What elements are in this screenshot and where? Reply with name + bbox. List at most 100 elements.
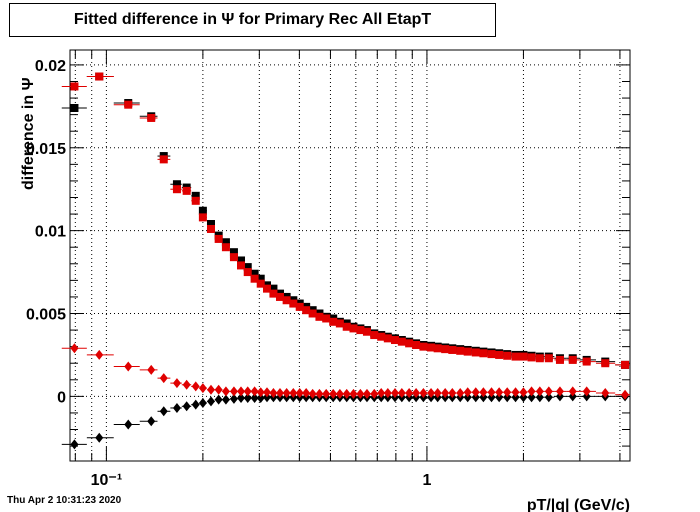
data-point-square <box>463 347 472 356</box>
data-point-square <box>237 256 246 265</box>
data-point-diamond <box>335 388 344 399</box>
data-point-diamond <box>362 388 371 399</box>
data-point-square <box>391 336 400 345</box>
data-point-square <box>191 191 200 200</box>
data-point-diamond <box>282 388 291 399</box>
data-point-diamond <box>124 361 133 372</box>
data-point-diamond <box>237 393 246 404</box>
y-tick-label: 0.005 <box>26 307 66 324</box>
data-point-square <box>191 196 200 205</box>
data-point-diamond <box>250 393 259 404</box>
data-point-diamond <box>206 396 215 407</box>
data-point-diamond <box>182 401 191 412</box>
data-point-diamond <box>263 387 272 398</box>
data-point-square <box>377 332 386 341</box>
data-point-diamond <box>535 392 544 403</box>
data-point-square <box>229 248 238 257</box>
data-point-square <box>250 269 259 278</box>
data-point-square <box>527 353 536 362</box>
y-tick-label: 0.01 <box>35 224 66 241</box>
data-point-square <box>159 155 168 164</box>
data-point-diamond <box>441 388 450 399</box>
data-point-diamond <box>544 392 553 403</box>
data-point-square <box>342 322 351 331</box>
data-point-square <box>479 349 488 358</box>
data-point-square <box>269 289 278 298</box>
data-point-diamond <box>191 399 200 410</box>
data-point-square <box>535 354 544 363</box>
data-point-square <box>315 312 324 321</box>
data-point-diamond <box>427 388 436 399</box>
data-point-diamond <box>391 388 400 399</box>
data-point-square <box>214 234 223 243</box>
data-point-diamond <box>295 388 304 399</box>
data-point-square <box>229 253 238 262</box>
data-point-square <box>95 72 104 81</box>
data-point-diamond <box>256 393 265 404</box>
data-point-square <box>519 352 528 361</box>
data-point-square <box>70 82 79 91</box>
data-point-diamond <box>243 386 252 397</box>
data-point-square <box>370 331 379 340</box>
data-point-square <box>487 350 496 359</box>
data-point-diamond <box>237 386 246 397</box>
x-tick-label: 1 <box>422 472 431 489</box>
data-point-square <box>308 309 317 318</box>
x-axis-title: pT/|q| (GeV/c) <box>527 497 630 512</box>
data-point-square <box>263 284 272 293</box>
data-point-diamond <box>95 349 104 360</box>
data-point-diamond <box>182 379 191 390</box>
timestamp: Thu Apr 2 10:31:23 2020 <box>7 495 122 506</box>
data-point-diamond <box>479 387 488 398</box>
data-point-diamond <box>159 373 168 384</box>
data-point-diamond <box>487 387 496 398</box>
data-point-square <box>544 354 553 363</box>
data-point-square <box>555 355 564 364</box>
chart-title: Fitted difference in Ψ for Primary Rec A… <box>9 3 496 37</box>
data-point-diamond <box>95 432 104 443</box>
data-point-square <box>448 345 457 354</box>
data-point-square <box>427 343 436 352</box>
y-tick-label: 0.02 <box>35 58 66 75</box>
data-point-diamond <box>289 388 298 399</box>
data-point-square <box>349 324 358 333</box>
data-point-square <box>503 351 512 360</box>
data-point-diamond <box>206 384 215 395</box>
data-point-diamond <box>147 416 156 427</box>
data-point-diamond <box>172 402 181 413</box>
data-point-diamond <box>147 364 156 375</box>
data-point-diamond <box>544 386 553 397</box>
data-point-diamond <box>349 388 358 399</box>
data-point-diamond <box>397 388 406 399</box>
data-point-diamond <box>568 386 577 397</box>
data-layer <box>61 72 630 450</box>
data-point-square <box>243 268 252 277</box>
data-point-diamond <box>383 388 392 399</box>
data-point-square <box>206 220 215 229</box>
data-point-diamond <box>198 383 207 394</box>
data-point-square <box>250 274 259 283</box>
y-axis-title: difference in Ψ <box>20 77 37 190</box>
data-point-square <box>471 348 480 357</box>
data-point-square <box>124 100 133 109</box>
data-point-square <box>70 104 79 113</box>
data-point-diamond <box>555 386 564 397</box>
data-point-square <box>243 263 252 272</box>
data-point-square <box>405 339 414 348</box>
data-point-diamond <box>315 388 324 399</box>
data-point-diamond <box>256 387 265 398</box>
data-point-diamond <box>243 393 252 404</box>
data-point-square <box>289 299 298 308</box>
data-point-square <box>397 337 406 346</box>
data-point-square <box>295 302 304 311</box>
data-point-square <box>329 317 338 326</box>
data-point-square <box>282 296 291 305</box>
data-point-diamond <box>601 388 610 399</box>
data-point-square <box>302 306 311 315</box>
plot-frame <box>69 49 631 462</box>
data-point-diamond <box>221 394 230 405</box>
data-point-square <box>419 342 428 351</box>
data-point-diamond <box>70 343 79 354</box>
data-point-diamond <box>448 388 457 399</box>
